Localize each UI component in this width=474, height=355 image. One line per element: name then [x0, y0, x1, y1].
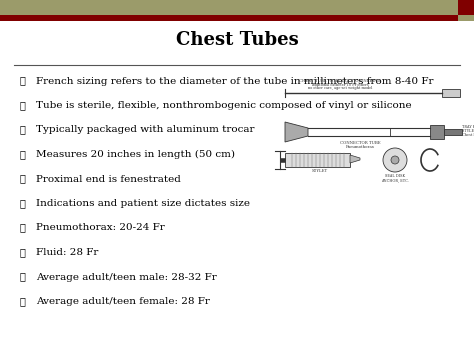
- Text: Pneumothorax: Pneumothorax: [346, 145, 374, 149]
- Text: Pneumothorax: 20-24 Fr: Pneumothorax: 20-24 Fr: [36, 224, 165, 233]
- Bar: [0, 15, 474, 21]
- Text: ❖: ❖: [19, 175, 25, 184]
- Text: Average adult/teen female: 28 Fr: Average adult/teen female: 28 Fr: [36, 297, 210, 306]
- Text: STYLET: STYLET: [312, 169, 328, 173]
- Text: ❖: ❖: [19, 76, 25, 86]
- Text: Typically packaged with aluminum trocar: Typically packaged with aluminum trocar: [36, 126, 255, 135]
- Text: Tube is sterile, flexible, nonthrombogenic composed of vinyl or silicone: Tube is sterile, flexible, nonthrombogen…: [36, 101, 411, 110]
- Text: Indications and patient size dictates size: Indications and patient size dictates si…: [36, 199, 250, 208]
- Text: ❖: ❖: [19, 199, 25, 208]
- Text: STYLET SET: STYLET SET: [462, 129, 474, 133]
- Text: Proximal end is fenestrated: Proximal end is fenestrated: [36, 175, 181, 184]
- Bar: [458, 0, 474, 15]
- Text: ❖: ❖: [19, 297, 25, 306]
- Text: SEAL DISK: SEAL DISK: [385, 174, 405, 178]
- Bar: [430, 125, 444, 139]
- Text: ❖: ❖: [19, 224, 25, 233]
- Polygon shape: [285, 122, 308, 142]
- Text: Chest Tubes: Chest Tubes: [176, 31, 298, 49]
- Text: ❖: ❖: [19, 248, 25, 257]
- Bar: [280, 158, 285, 162]
- Text: no other care, age-set weight model: no other care, age-set weight model: [308, 87, 372, 91]
- Bar: [458, 15, 474, 21]
- Text: Chest label: Chest label: [462, 133, 474, 137]
- Circle shape: [383, 148, 407, 172]
- Text: Measures 20 inches in length (50 cm): Measures 20 inches in length (50 cm): [36, 150, 235, 159]
- Text: Average adult/teen male: 28-32 Fr: Average adult/teen male: 28-32 Fr: [36, 273, 217, 282]
- Bar: [444, 129, 462, 135]
- Text: ❖: ❖: [19, 273, 25, 282]
- Text: Additional catheter 10 Fr others: Additional catheter 10 Fr others: [311, 83, 369, 87]
- Bar: [285, 153, 350, 167]
- Text: ❖: ❖: [19, 101, 25, 110]
- Text: ❖: ❖: [19, 126, 25, 135]
- Bar: [0, 0, 474, 15]
- Text: Fluid: 28 Fr: Fluid: 28 Fr: [36, 248, 99, 257]
- Text: French sizing refers to the diameter of the tube in millimeters from 8-40 Fr: French sizing refers to the diameter of …: [36, 76, 434, 86]
- Text: CHEST TUBE INTRODUCTION NEEDLE: CHEST TUBE INTRODUCTION NEEDLE: [299, 79, 381, 83]
- Text: ANCHOR, ETC.: ANCHOR, ETC.: [381, 178, 409, 182]
- Text: ❖: ❖: [19, 150, 25, 159]
- Text: TRAY KIT: TRAY KIT: [462, 125, 474, 129]
- Bar: [442, 89, 460, 97]
- Polygon shape: [350, 155, 360, 163]
- Text: CONNECTOR TUBE: CONNECTOR TUBE: [340, 141, 380, 145]
- Circle shape: [391, 156, 399, 164]
